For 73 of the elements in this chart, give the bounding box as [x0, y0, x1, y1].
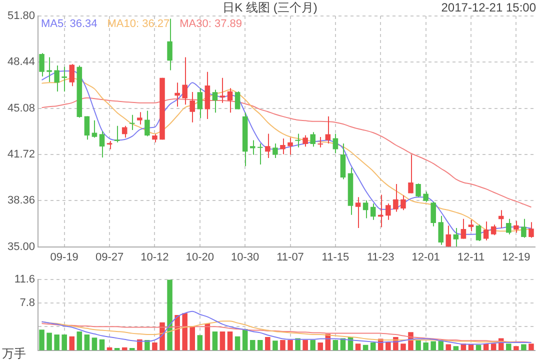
x-tick-label: 11-23 [366, 251, 394, 264]
x-tick-label: 11-15 [322, 251, 350, 264]
bar [220, 331, 226, 350]
bar [430, 341, 436, 350]
bar [76, 331, 82, 350]
bar [182, 313, 188, 350]
bar [137, 339, 142, 350]
candlestick [62, 66, 67, 92]
text: MA5: 36.34 [41, 18, 98, 30]
bar [280, 340, 286, 350]
bar [62, 334, 67, 350]
y-tick-label: 38.36 [7, 194, 35, 207]
bar [521, 344, 526, 350]
bar [416, 340, 421, 350]
bar [46, 332, 52, 350]
chart-title: 日K 线图 (三个月) [222, 0, 318, 14]
x-tick-label: 12-11 [457, 251, 485, 264]
bar [250, 340, 256, 350]
bar [212, 331, 218, 350]
bar [99, 339, 105, 350]
bar [490, 344, 496, 350]
y-tick-label: 51.80 [7, 10, 35, 22]
bar [355, 344, 361, 350]
bar [514, 346, 519, 350]
bar [386, 342, 391, 350]
bar [197, 335, 203, 350]
bar [39, 330, 44, 350]
candlestick [280, 138, 286, 155]
x-tick-label: 11-07 [276, 251, 304, 264]
bar [167, 280, 172, 350]
bar [288, 340, 293, 350]
line-series [41, 310, 532, 345]
candlestick [137, 112, 142, 126]
x-tick-label: 12-01 [412, 251, 440, 264]
bar [92, 338, 98, 350]
text: MA10: 36.27 [107, 18, 170, 30]
y-tick-label: 35.00 [7, 240, 35, 253]
bar [528, 344, 534, 350]
bar [310, 340, 316, 350]
bar [234, 336, 240, 350]
bar [506, 344, 512, 350]
bar [152, 342, 158, 350]
bar [265, 336, 270, 350]
y-tick-label: 7.8 [20, 296, 35, 309]
y-tick-label: 41.72 [7, 148, 35, 161]
bar [190, 326, 196, 350]
x-tick-label: 10-12 [140, 251, 169, 264]
bar [370, 342, 376, 350]
candlestick [220, 77, 226, 104]
x-tick-label: 09-27 [95, 251, 124, 264]
bar [272, 340, 278, 350]
bar [423, 342, 428, 350]
bar [69, 336, 75, 350]
bar [400, 344, 406, 350]
y-tick-label: 48.44 [7, 56, 35, 68]
bar [258, 340, 263, 350]
bar [54, 334, 60, 350]
bar [295, 338, 300, 350]
x-tick-label: 09-19 [50, 251, 78, 264]
text: 2017-12-21 15:00 [441, 0, 536, 14]
bar [332, 340, 338, 350]
y-tick-label: 45.08 [7, 102, 35, 114]
y-tick-label: 11.6 [14, 274, 35, 286]
x-tick-label: 12-19 [502, 251, 530, 264]
bar [84, 334, 90, 350]
x-tick-label: 10-20 [186, 251, 214, 264]
text: MA30: 37.89 [180, 18, 242, 30]
y-axis-title: 万手 [2, 346, 26, 360]
bar [318, 342, 324, 350]
bar [227, 331, 233, 350]
bar [144, 340, 150, 350]
x-tick-label: 10-30 [231, 251, 260, 264]
bar [302, 340, 308, 350]
